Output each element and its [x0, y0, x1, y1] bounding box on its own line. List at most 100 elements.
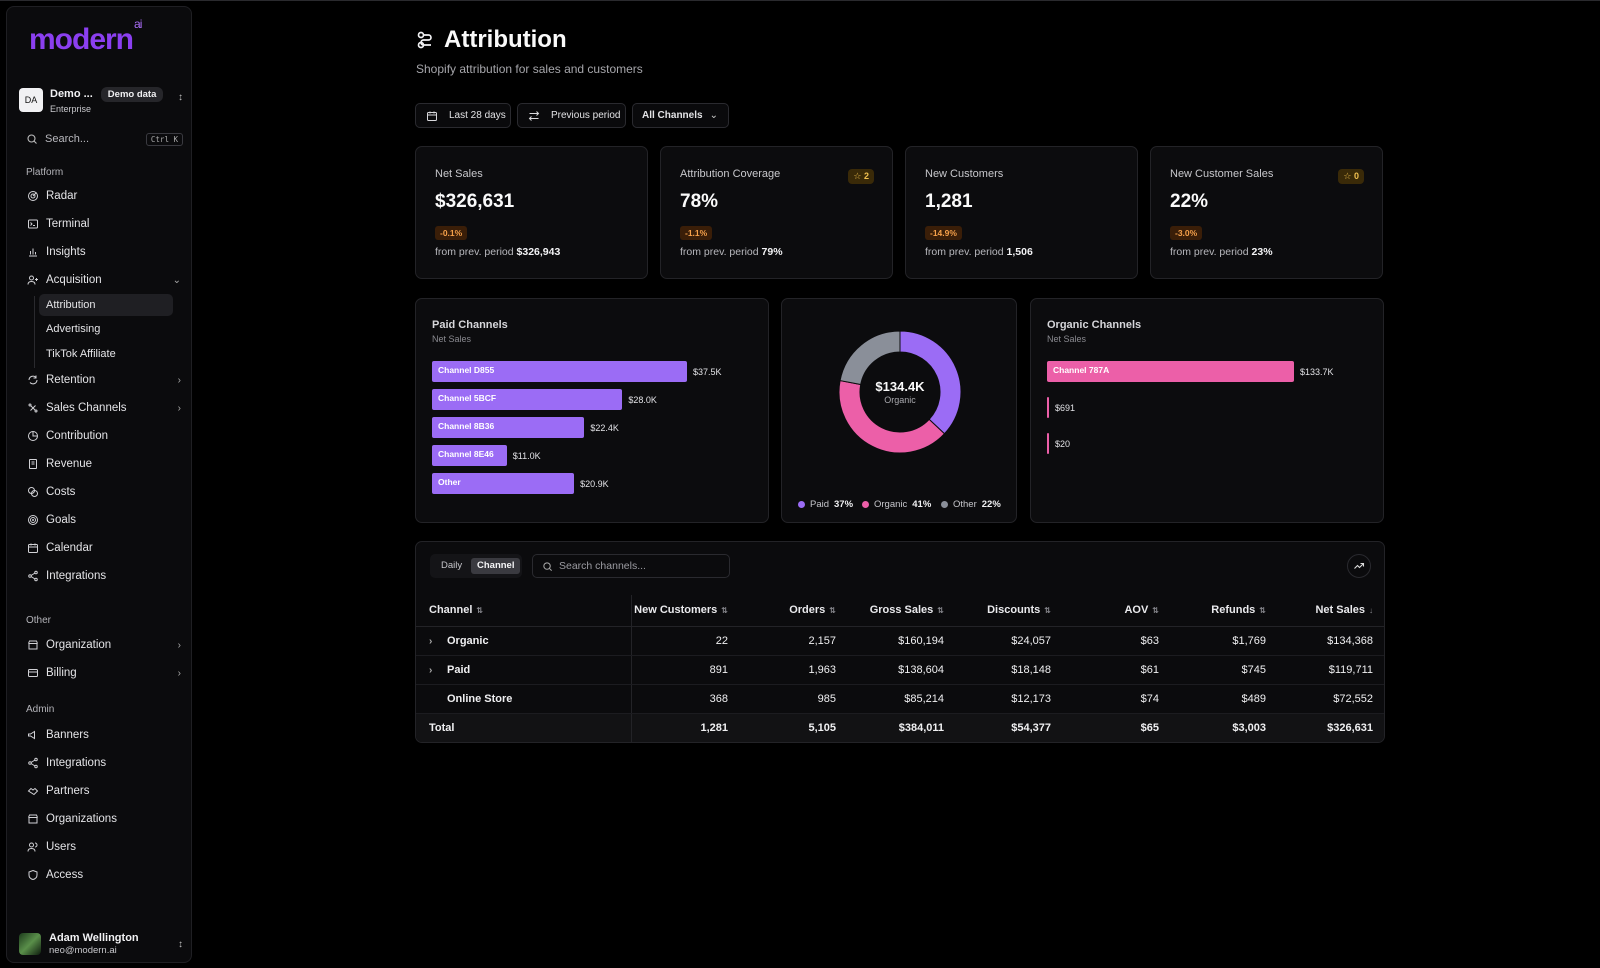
- column-header[interactable]: Gross Sales ⇅: [849, 595, 957, 627]
- table-cell: Online Store: [416, 684, 632, 714]
- sidebar-item-partners[interactable]: Partners: [19, 779, 187, 803]
- total-cell: Total: [416, 713, 632, 742]
- sidebar-item-organization[interactable]: Organization ›: [19, 633, 187, 657]
- trend-chart-button[interactable]: [1347, 554, 1371, 578]
- chevron-down-icon: ⌄: [172, 274, 181, 286]
- sidebar-item-tiktok-affiliate[interactable]: TikTok Affiliate: [46, 348, 116, 360]
- donut-slice-other[interactable]: [839, 330, 901, 386]
- bar[interactable]: Channel 8B36: [432, 417, 585, 438]
- sidebar-item-access[interactable]: Access: [19, 863, 187, 887]
- radar-icon: [26, 189, 40, 203]
- sidebar-item-goals[interactable]: Goals: [19, 508, 187, 532]
- bar[interactable]: Channel D855: [432, 361, 687, 382]
- sidebar-item-contribution[interactable]: Contribution: [19, 424, 187, 448]
- total-cell: $3,003: [1172, 713, 1279, 742]
- sidebar-item-calendar[interactable]: Calendar: [19, 536, 187, 560]
- date-range-button[interactable]: Last 28 days: [415, 103, 511, 128]
- column-header[interactable]: New Customers ⇅: [631, 595, 741, 627]
- bar[interactable]: Channel 5BCF: [432, 389, 623, 410]
- chevron-right-icon[interactable]: ›: [429, 664, 433, 676]
- sidebar-item-admin-integrations[interactable]: Integrations: [19, 751, 187, 775]
- star-icon: ☆: [853, 171, 862, 181]
- tab-channel[interactable]: Channel: [471, 558, 521, 574]
- megaphone-icon: [26, 728, 40, 742]
- bar-value-label: $22.4K: [590, 423, 619, 433]
- column-header[interactable]: AOV ⇅: [1064, 595, 1172, 627]
- total-cell: $65: [1064, 713, 1172, 742]
- table-row[interactable]: › Organic 22 2,157 $160,194 $24,057 $63 $1,769 $…: [416, 626, 1384, 656]
- brand-logo[interactable]: modernai: [29, 17, 142, 56]
- sidebar-item-insights[interactable]: Insights: [19, 240, 187, 264]
- table-cell: $12,173: [957, 684, 1064, 714]
- table-cell: 891: [631, 655, 741, 685]
- table-cell: $745: [1172, 655, 1279, 685]
- kpi-new-customers: New Customers 1,281 -14.9% from prev. pe…: [905, 146, 1138, 279]
- star-badge[interactable]: ☆ 2: [848, 169, 874, 184]
- share-icon: [26, 569, 40, 583]
- bar[interactable]: [1047, 397, 1049, 418]
- channels-select[interactable]: All Channels ⌄: [632, 103, 729, 128]
- sidebar-item-organizations[interactable]: Organizations: [19, 807, 187, 831]
- sidebar-item-acquisition[interactable]: Acquisition ⌄: [19, 268, 187, 292]
- sidebar-item-advertising[interactable]: Advertising: [46, 323, 101, 335]
- card-subtitle: Net Sales: [432, 334, 472, 344]
- bar[interactable]: Channel 787A: [1047, 361, 1294, 382]
- table-cell: $1,769: [1172, 626, 1279, 656]
- attribution-table: Channel ⇅ New Customers ⇅ Orders ⇅ Gross Sales…: [416, 595, 1384, 742]
- sidebar-item-users[interactable]: Users: [19, 835, 187, 859]
- table-cell: › Organic: [416, 626, 632, 656]
- table-cell: 985: [741, 684, 849, 714]
- user-plus-icon: [26, 273, 40, 287]
- attribution-table-card: Daily Channel Search channels... Channel…: [415, 541, 1385, 743]
- legend-paid: Paid 37%: [798, 499, 853, 510]
- legend-other: Other 22%: [941, 499, 1001, 510]
- store-icon: [26, 638, 40, 652]
- column-header[interactable]: Orders ⇅: [741, 595, 849, 627]
- table-row[interactable]: Online Store 368 985 $85,214 $12,173 $74 $489 $…: [416, 684, 1384, 714]
- sidebar-search[interactable]: Search... Ctrl K: [19, 129, 183, 149]
- column-header[interactable]: Refunds ⇅: [1172, 595, 1279, 627]
- sidebar-item-sales-channels[interactable]: Sales Channels ›: [19, 396, 187, 420]
- sidebar-item-integrations[interactable]: Integrations: [19, 564, 187, 588]
- org-name: Demo ...: [50, 88, 93, 100]
- sidebar-item-radar[interactable]: Radar: [19, 184, 187, 208]
- compare-period-button[interactable]: Previous period: [517, 103, 626, 128]
- org-switcher[interactable]: DA Demo ... Demo data Enterprise ↕: [19, 83, 183, 117]
- change-badge: -14.9%: [925, 226, 962, 240]
- sidebar-item-costs[interactable]: Costs: [19, 480, 187, 504]
- sidebar-item-attribution[interactable]: Attribution: [39, 294, 173, 316]
- pie-chart-icon: [26, 429, 40, 443]
- sort-icon: ⇅: [937, 606, 944, 616]
- table-cell: $63: [1064, 626, 1172, 656]
- table-cell: $134,368: [1279, 626, 1384, 656]
- user-menu[interactable]: Adam Wellington neo@modern.ai ↕: [19, 929, 183, 959]
- legend-dot: [862, 501, 869, 508]
- sort-icon: ⇅: [829, 606, 836, 616]
- sidebar-item-terminal[interactable]: Terminal: [19, 212, 187, 236]
- column-header[interactable]: Net Sales ↓: [1279, 595, 1384, 627]
- bar[interactable]: Other: [432, 473, 575, 494]
- total-cell: 5,105: [741, 713, 849, 742]
- sidebar-item-retention[interactable]: Retention ›: [19, 368, 187, 392]
- sidebar-item-billing[interactable]: Billing ›: [19, 661, 187, 685]
- table-row[interactable]: › Paid 891 1,963 $138,604 $18,148 $61 $745 $119,…: [416, 655, 1384, 685]
- donut-slice-organic[interactable]: [838, 379, 946, 454]
- total-cell: $384,011: [849, 713, 957, 742]
- tab-daily[interactable]: Daily: [441, 560, 463, 571]
- bar[interactable]: Channel 8E46: [432, 445, 507, 466]
- chevron-right-icon[interactable]: ›: [429, 635, 433, 647]
- sidebar-item-revenue[interactable]: Revenue: [19, 452, 187, 476]
- bar[interactable]: [1047, 433, 1049, 454]
- sidebar-item-banners[interactable]: Banners: [19, 723, 187, 747]
- star-badge[interactable]: ☆ 0: [1338, 169, 1364, 184]
- channel-search-input[interactable]: Search channels...: [532, 554, 730, 578]
- target-icon: [26, 513, 40, 527]
- user-name: Adam Wellington: [49, 932, 139, 944]
- table-cell: $18,148: [957, 655, 1064, 685]
- column-header[interactable]: Discounts ⇅: [957, 595, 1064, 627]
- column-header[interactable]: Channel ⇅: [416, 595, 632, 627]
- chevrons-up-down-icon: ↕: [178, 92, 183, 103]
- org-plan: Enterprise: [50, 103, 92, 114]
- table-cell: $119,711: [1279, 655, 1384, 685]
- paid-channels-card: Paid Channels Net Sales Channel D855 $37.…: [415, 298, 769, 523]
